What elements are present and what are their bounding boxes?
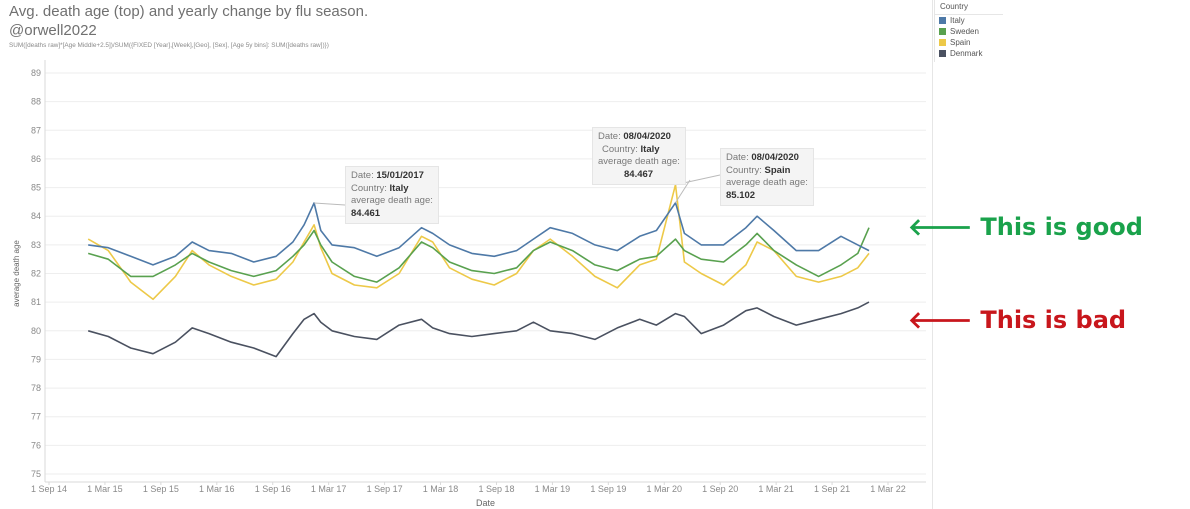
legend-item-denmark[interactable]: Denmark: [935, 48, 1003, 59]
tooltip-country: Italy: [389, 182, 409, 194]
tooltip-date-label: Date:: [726, 152, 749, 163]
legend-title: Country: [935, 0, 1003, 15]
y-tick-label: 80: [31, 326, 41, 336]
y-tick-label: 75: [31, 469, 41, 479]
y-tick-label: 84: [31, 211, 41, 221]
x-tick-label: 1 Mar 20: [647, 484, 683, 494]
tooltip-value: 84.461: [351, 207, 381, 219]
legend-label-sweden: Sweden: [950, 27, 979, 36]
series-line-spain[interactable]: [87, 183, 870, 301]
tooltip-date-label: Date:: [351, 170, 374, 181]
y-tick-label: 87: [31, 125, 41, 135]
left-arrow-icon: 🡐: [908, 213, 973, 241]
tooltip-metric-label: average death age:: [351, 195, 433, 206]
legend-swatch-sweden: [939, 28, 946, 35]
tooltip-country-label: Country:: [602, 143, 638, 155]
y-tick-label: 88: [31, 97, 41, 107]
tooltip-date: 08/04/2020: [751, 152, 799, 163]
left-arrow-icon: 🡐: [908, 306, 973, 334]
legend-swatch-italy: [939, 17, 946, 24]
annotation-bad: 🡐 This is bad: [908, 305, 1126, 334]
x-tick-label: 1 Sep 17: [367, 484, 403, 494]
series-line-denmark[interactable]: [87, 301, 870, 358]
x-tick-label: 1 Mar 19: [535, 484, 571, 494]
tooltip-italy-2017: Date: 15/01/2017 Country: Italy average …: [345, 166, 439, 224]
x-tick-label: 1 Mar 21: [758, 484, 794, 494]
y-tick-label: 83: [31, 240, 41, 250]
legend-label-spain: Spain: [950, 38, 971, 47]
x-tick-label: 1 Mar 18: [423, 484, 459, 494]
legend-swatch-denmark: [939, 50, 946, 57]
tooltip-metric-label: average death age:: [726, 177, 808, 188]
pane-divider: [932, 0, 933, 509]
y-tick-label: 85: [31, 183, 41, 193]
y-tick-label: 89: [31, 68, 41, 78]
legend-item-italy[interactable]: Italy: [935, 15, 1003, 26]
y-tick-label: 86: [31, 154, 41, 164]
x-tick-label: 1 Sep 19: [590, 484, 626, 494]
tooltip-spain-2020: Date: 08/04/2020 Country: Spain average …: [720, 148, 814, 206]
legend-swatch-spain: [939, 39, 946, 46]
annotation-good-text: This is good: [980, 213, 1143, 241]
legend-label-denmark: Denmark: [950, 49, 983, 58]
x-tick-label: 1 Mar 15: [87, 484, 123, 494]
x-tick-label: 1 Mar 22: [870, 484, 906, 494]
x-tick-label: 1 Sep 16: [255, 484, 291, 494]
x-tick-label: 1 Sep 20: [702, 484, 738, 494]
tooltip-metric-label: average death age:: [598, 156, 680, 167]
x-tick-label: 1 Mar 16: [199, 484, 235, 494]
legend-label-italy: Italy: [950, 16, 965, 25]
line-chart[interactable]: 75 76 77 78 79 80 81 82 83 84 85 86 87 88 89 1 Sep 14 1 …: [0, 0, 930, 509]
tooltip-date: 15/01/2017: [376, 170, 424, 181]
y-tick-label: 78: [31, 383, 41, 393]
tooltip-date: 08/04/2020: [623, 131, 671, 142]
chart-title: Avg. death age (top) and yearly change b…: [9, 3, 369, 20]
annotation-good: 🡐 This is good: [908, 212, 1143, 241]
y-axis-title: average death age: [12, 240, 21, 307]
tooltip-pointer: [314, 202, 346, 206]
tooltip-country-label: Country:: [726, 164, 762, 176]
chart-author: @orwell2022: [9, 22, 97, 39]
y-tick-label: 79: [31, 354, 41, 364]
series-line-italy[interactable]: [88, 202, 870, 266]
annotation-bad-text: This is bad: [980, 306, 1127, 334]
series-line-sweden[interactable]: [87, 227, 870, 283]
x-tick-label: 1 Sep 15: [143, 484, 179, 494]
tooltip-date-label: Date:: [598, 131, 621, 142]
x-axis-title: Date: [476, 498, 495, 508]
x-tick-label: 1 Sep 18: [478, 484, 514, 494]
y-tick-label: 77: [31, 412, 41, 422]
tooltip-italy-2020: Date: 08/04/2020 Country: Italy average …: [592, 127, 686, 185]
chart-formula: SUM([deaths raw]*[Age Middle+2.5])/SUM({…: [9, 42, 329, 49]
tooltip-value: 84.467: [624, 168, 654, 180]
x-tick-label: 1 Mar 17: [311, 484, 347, 494]
tooltip-pointer: [675, 179, 691, 204]
tooltip-country-label: Country:: [351, 182, 387, 194]
tooltip-country: Spain: [764, 164, 791, 176]
x-tick-label: 1 Sep 14: [31, 484, 67, 494]
y-tick-label: 81: [31, 297, 41, 307]
y-tick-label: 76: [31, 440, 41, 450]
legend-item-sweden[interactable]: Sweden: [935, 26, 1003, 37]
y-tick-label: 82: [31, 269, 41, 279]
legend-item-spain[interactable]: Spain: [935, 37, 1003, 48]
legend: Country Italy Sweden Spain Denmark: [934, 0, 1003, 62]
x-tick-label: 1 Sep 21: [814, 484, 850, 494]
tooltip-value: 85.102: [726, 189, 756, 201]
tooltip-country: Italy: [640, 143, 660, 155]
